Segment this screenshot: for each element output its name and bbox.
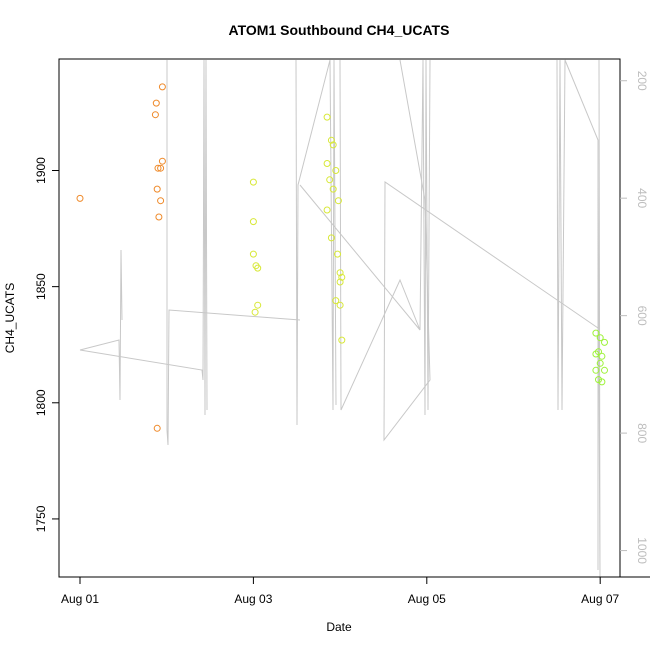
right-tick-label: 1000 xyxy=(635,537,649,564)
data-point xyxy=(326,176,334,184)
chart-title: ATOM1 Southbound CH4_UCATS xyxy=(229,22,450,38)
data-points xyxy=(76,83,608,432)
right-axis: 200 400 600 800 1000 xyxy=(620,71,649,564)
data-point xyxy=(336,301,344,309)
x-axis-label: Date xyxy=(326,620,352,634)
data-point xyxy=(249,178,257,186)
data-point xyxy=(158,157,166,165)
y-tick-label: 1800 xyxy=(34,389,48,416)
data-point xyxy=(254,264,262,272)
data-point xyxy=(249,218,257,226)
data-point xyxy=(592,366,600,374)
data-point xyxy=(334,197,342,205)
x-tick-label: Aug 07 xyxy=(581,592,619,606)
data-point xyxy=(336,278,344,286)
y-axis: 1750 1800 1850 1900 xyxy=(34,157,59,532)
data-point xyxy=(327,136,335,144)
x-tick-label: Aug 01 xyxy=(61,592,99,606)
y-axis-label: CH4_UCATS xyxy=(3,283,17,353)
data-point xyxy=(601,338,608,346)
data-point xyxy=(323,206,331,214)
data-point xyxy=(598,352,606,360)
data-point xyxy=(158,83,166,91)
right-tick-label: 800 xyxy=(635,423,649,443)
y-tick-label: 1750 xyxy=(34,505,48,532)
flight-track-line xyxy=(556,59,599,570)
data-point xyxy=(601,366,608,374)
data-point xyxy=(157,197,165,205)
right-tick-label: 400 xyxy=(635,188,649,208)
data-point xyxy=(596,334,604,342)
data-point xyxy=(152,99,160,107)
y-tick-label: 1900 xyxy=(34,157,48,184)
flight-track-line xyxy=(79,249,123,401)
data-point xyxy=(155,213,163,221)
data-point xyxy=(332,297,340,305)
flight-track-line xyxy=(79,59,208,416)
data-point xyxy=(329,185,337,193)
data-point xyxy=(598,378,606,386)
data-point xyxy=(157,164,165,172)
data-point xyxy=(592,329,600,337)
x-tick-label: Aug 03 xyxy=(234,592,272,606)
data-point xyxy=(336,269,344,277)
data-point xyxy=(76,194,84,202)
data-point xyxy=(596,359,604,367)
data-point xyxy=(323,160,331,167)
data-point xyxy=(323,113,331,121)
flight-track-line xyxy=(166,60,301,446)
data-point xyxy=(334,250,341,258)
right-tick-label: 600 xyxy=(635,306,649,326)
flight-track-line xyxy=(383,59,599,442)
data-point xyxy=(338,336,346,344)
x-tick-label: Aug 05 xyxy=(408,592,446,606)
data-point xyxy=(338,273,346,281)
data-point xyxy=(254,301,262,309)
data-point xyxy=(332,167,340,174)
data-point xyxy=(153,424,161,432)
data-point xyxy=(327,234,335,242)
data-point xyxy=(329,141,337,149)
flight-track-line xyxy=(295,59,337,426)
data-point xyxy=(154,164,162,172)
data-point xyxy=(151,111,159,119)
data-point xyxy=(249,250,257,258)
right-tick-label: 200 xyxy=(635,71,649,91)
y-tick-label: 1850 xyxy=(34,273,48,300)
data-point xyxy=(153,185,161,193)
data-point xyxy=(251,308,259,316)
data-point xyxy=(592,350,600,358)
flight-track-line xyxy=(299,184,421,331)
